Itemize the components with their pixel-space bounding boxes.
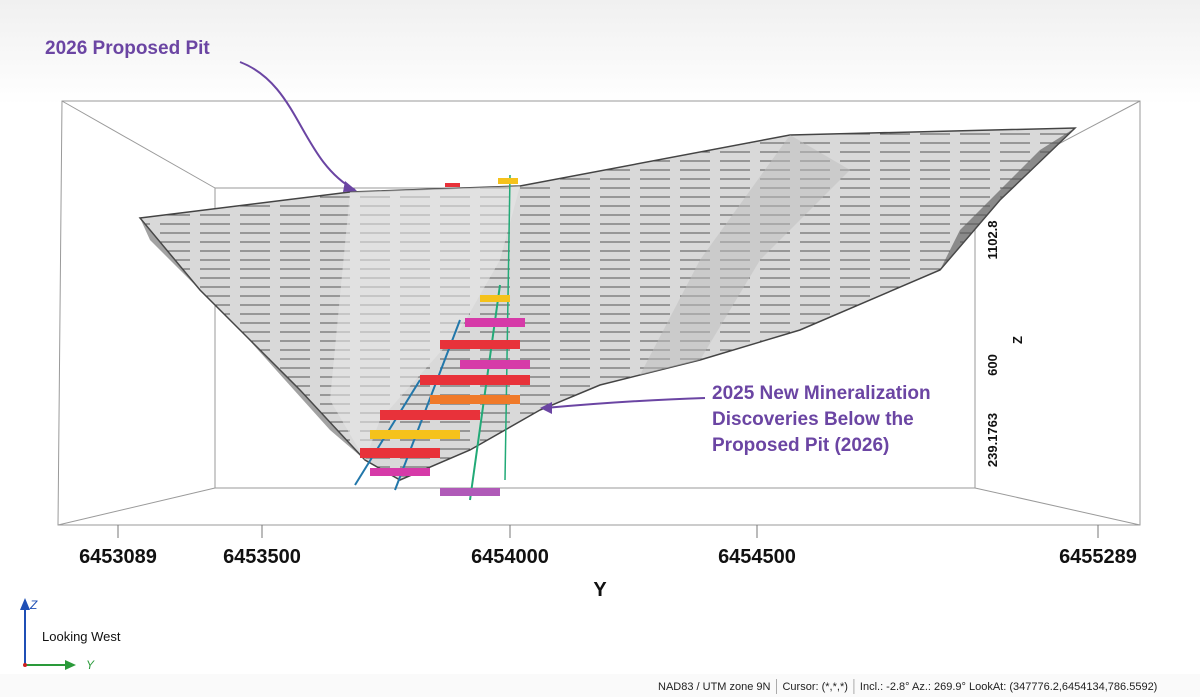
drill-holes <box>354 174 530 501</box>
discovery-label: Proposed Pit (2026) <box>712 435 889 456</box>
y-tick-label: 6454500 <box>718 546 796 568</box>
y-tick-label: 6455289 <box>1059 546 1137 568</box>
y-axis-title: Y <box>593 579 607 601</box>
status-bar <box>0 674 1200 697</box>
compass <box>20 598 76 670</box>
y-tick-label: 6453500 <box>223 546 301 568</box>
compass-right: Y <box>86 658 95 672</box>
z-axis-title: Z <box>1010 336 1025 344</box>
arrow <box>239 61 356 191</box>
status-item: Cursor: (*,*,*) <box>782 681 847 693</box>
z-tick-label: 600 <box>985 354 1000 376</box>
y-tick-label: 6453089 <box>79 546 157 568</box>
compass-up: Z <box>29 598 38 612</box>
pit-surface <box>138 127 1077 481</box>
arrow-head <box>343 181 357 192</box>
arrow <box>544 397 706 409</box>
arrow-head <box>540 402 552 414</box>
z-tick-label: 1102.8 <box>985 220 1000 259</box>
status-item: NAD83 / UTM zone 9N <box>658 681 771 693</box>
discovery-label: Discoveries Below the <box>712 409 914 430</box>
discovery-label: 2025 New Mineralization <box>712 383 931 404</box>
y-tick-label: 6454000 <box>471 546 549 568</box>
z-tick-label: 239.1763 <box>985 413 1000 467</box>
pit-label: 2026 Proposed Pit <box>45 38 210 59</box>
view-direction: Looking West <box>42 629 121 644</box>
status-item: Incl.: -2.8° Az.: 269.9° LookAt: (347776… <box>860 681 1157 693</box>
